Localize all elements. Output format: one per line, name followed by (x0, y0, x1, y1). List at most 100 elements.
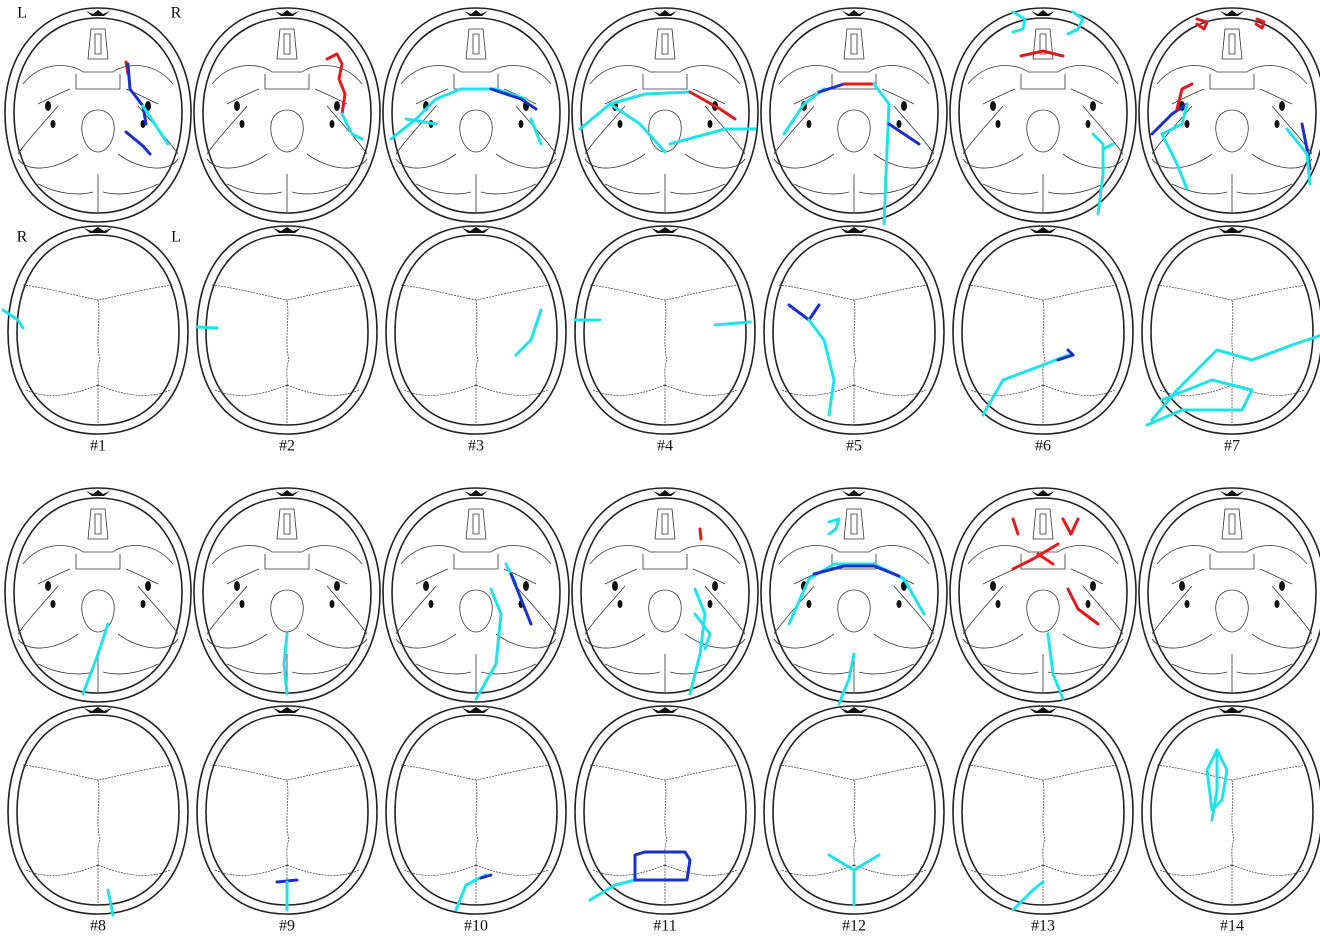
skull-base (382, 487, 570, 703)
skull-base (949, 487, 1137, 703)
case-label: #4 (657, 438, 673, 455)
fracture-line (688, 90, 737, 121)
fracture-line (787, 303, 821, 322)
fracture-line (698, 527, 703, 541)
case-label: #13 (1031, 918, 1055, 935)
skull-vault (7, 705, 189, 915)
fracture-line (81, 622, 110, 696)
fracture-line (578, 90, 692, 131)
fracture-line (1150, 102, 1189, 136)
case-panel: #13 (949, 487, 1137, 935)
side-label: R (17, 229, 28, 246)
skull-base (382, 7, 570, 223)
fracture-line (126, 62, 148, 126)
skull-vault (385, 225, 567, 435)
fracture-line (1011, 542, 1060, 571)
side-label: L (17, 5, 27, 22)
skull-base (4, 7, 192, 223)
skull-vault (574, 705, 756, 915)
fracture-line (812, 564, 901, 578)
fracture-line (1011, 10, 1027, 34)
fracture-line (1160, 132, 1189, 191)
case-label: #8 (90, 918, 106, 935)
fracture-line (1195, 17, 1209, 31)
skull-base (4, 487, 192, 703)
side-label: R (171, 5, 182, 22)
skull-base (193, 7, 381, 223)
fracture-line (688, 587, 707, 696)
fracture-line (1066, 10, 1085, 36)
fracture-line (509, 572, 533, 626)
skull-vault (574, 225, 756, 435)
fracture-line (1285, 127, 1312, 186)
fracture-line (1160, 102, 1189, 136)
skull-base (1138, 7, 1320, 223)
skull-base (760, 487, 948, 703)
panels: #1 #2 #3 #4 #5 #6 #7 #8 #9 #10 #11 #12 #13 #14 (1, 7, 1320, 935)
case-panel: #9 (193, 487, 381, 935)
case-label: #2 (279, 438, 295, 455)
fracture-line (389, 87, 528, 141)
fracture-line (340, 112, 364, 141)
case-panel: #7 (1138, 7, 1320, 455)
fracture-line (981, 353, 1070, 417)
fracture-line (668, 127, 757, 146)
case-panel: #2 (193, 7, 381, 455)
fracture-line (124, 130, 152, 156)
fracture-line (141, 104, 170, 146)
skull-vault (7, 225, 189, 435)
case-panel: #14 (1138, 487, 1320, 935)
fracture-line (817, 82, 846, 94)
fracture-line (827, 517, 841, 536)
fracture-line (1175, 82, 1194, 111)
skull-vault (196, 225, 378, 435)
case-label: #11 (653, 918, 676, 935)
side-label: L (171, 229, 181, 246)
case-label: #5 (846, 438, 862, 455)
fracture-line (1210, 748, 1219, 822)
fracture-line (1150, 334, 1320, 422)
fracture-line (588, 878, 637, 902)
skull-vault (385, 705, 567, 915)
fracture-line (479, 873, 493, 880)
case-label: #1 (90, 438, 106, 455)
case-label: #7 (1224, 438, 1240, 455)
fracture-line (529, 117, 543, 146)
fracture-line (514, 308, 543, 357)
fracture-line (474, 587, 503, 701)
fracture-line (1205, 748, 1229, 812)
fracture-line (1061, 517, 1080, 536)
fracture-line (325, 52, 347, 116)
fracture-line (282, 632, 289, 696)
case-panel: #6 (949, 7, 1137, 455)
fracture-line (608, 102, 667, 154)
fracture-line (454, 873, 488, 912)
fracture-line (1056, 348, 1075, 362)
skull-vault (763, 225, 945, 435)
case-panel: #1 (1, 7, 192, 455)
fracture-line (693, 612, 712, 651)
fracture-line (837, 652, 856, 706)
fracture-line (633, 850, 692, 882)
case-panel: #8 (4, 487, 192, 935)
fracture-line (1011, 517, 1020, 536)
fracture-line (887, 122, 921, 146)
skull-base (193, 487, 381, 703)
skull-base (760, 7, 948, 223)
fracture-line (489, 87, 538, 111)
case-label: #10 (464, 918, 488, 935)
case-label: #3 (468, 438, 484, 455)
skull-vault (952, 225, 1134, 435)
case-panel: #10 (382, 487, 570, 935)
case-panel: #12 (760, 487, 948, 935)
fracture-line (1066, 587, 1100, 626)
case-label: #12 (842, 918, 866, 935)
fracture-line (872, 82, 891, 226)
skull-vault (1141, 705, 1320, 915)
case-label: #9 (279, 918, 295, 935)
fracture-line (1145, 378, 1254, 427)
fracture-line (713, 320, 752, 327)
fracture-line (1, 308, 25, 330)
fracture-line (1019, 49, 1065, 58)
